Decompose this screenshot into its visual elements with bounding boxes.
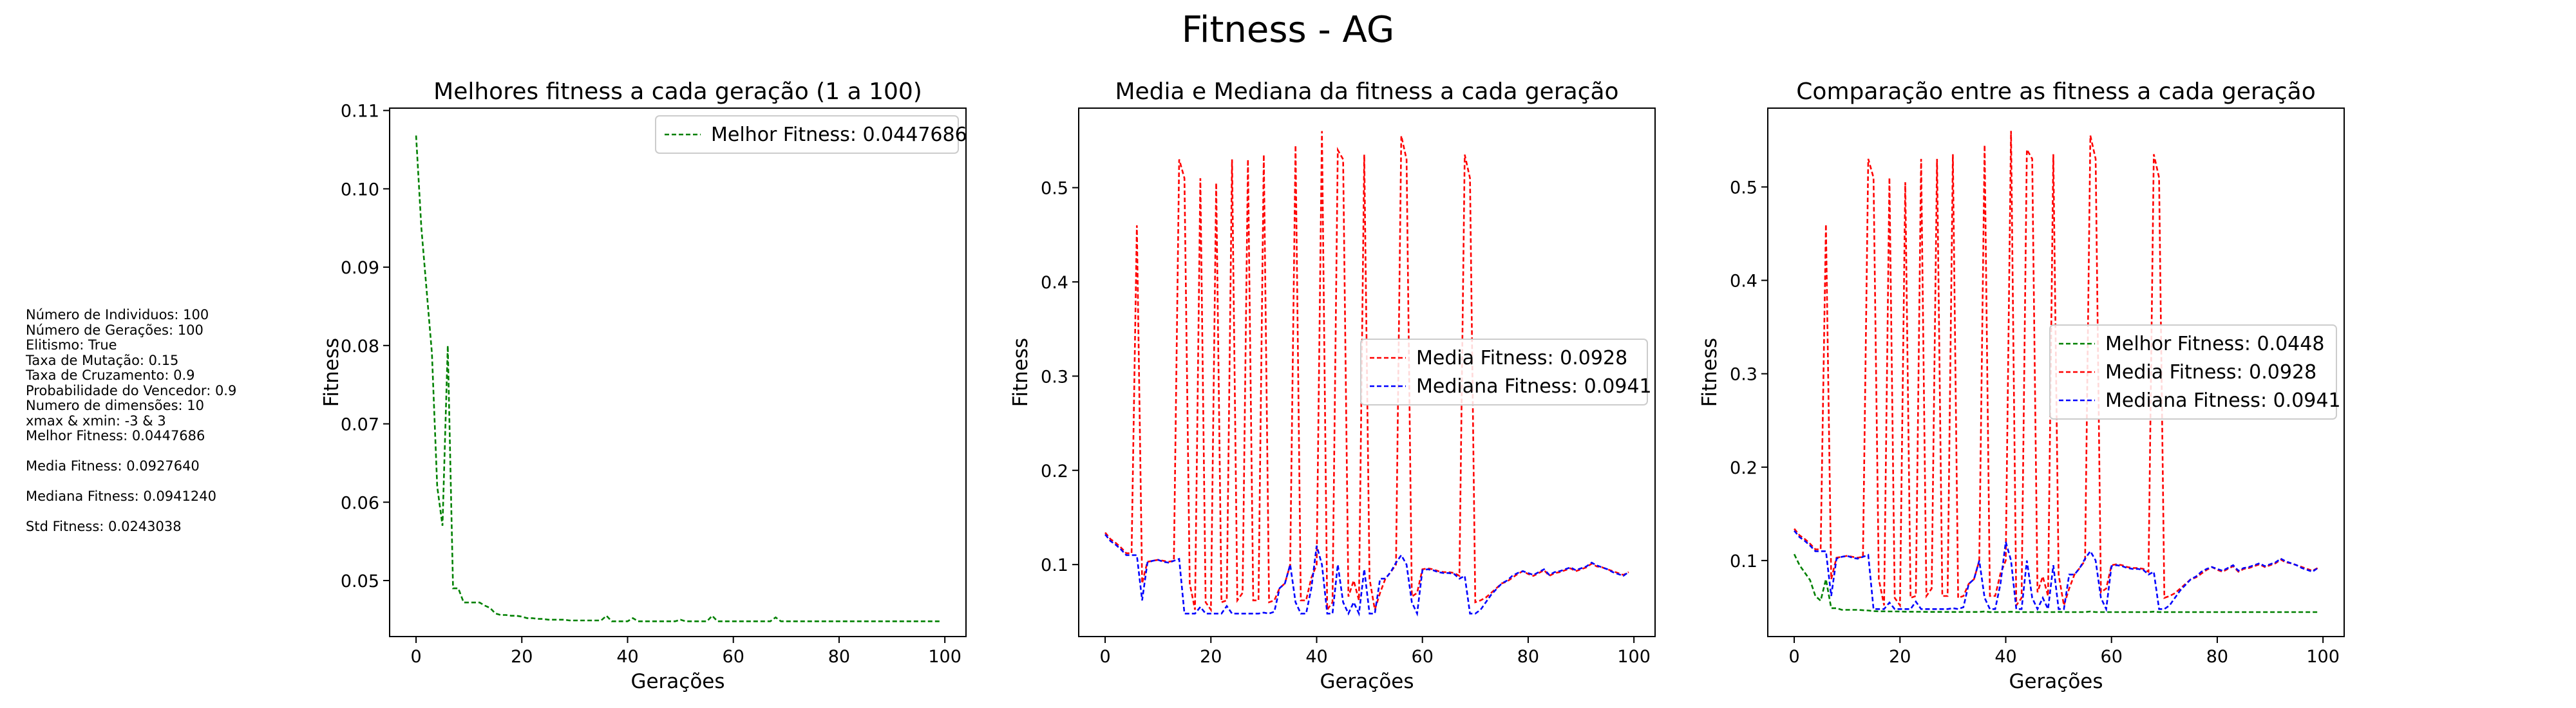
info-line: Taxa de Mutação: 0.15 bbox=[26, 352, 179, 368]
y-axis-label: Fitness bbox=[320, 338, 343, 407]
y-tick-label: 0.08 bbox=[341, 337, 379, 357]
x-tick-label: 0 bbox=[410, 647, 421, 667]
legend-label-mediana: Mediana Fitness: 0.0941 bbox=[1416, 375, 1652, 398]
info-line: Media Fitness: 0.0927640 bbox=[26, 458, 200, 474]
legend-label-melhor: Melhor Fitness: 0.0448 bbox=[2105, 333, 2324, 355]
x-axis-label: Gerações bbox=[2009, 670, 2103, 693]
x-tick-label: 100 bbox=[2306, 647, 2340, 667]
y-tick-label: 0.07 bbox=[341, 415, 379, 435]
info-line: Std Fitness: 0.0243038 bbox=[26, 519, 182, 534]
y-tick-label: 0.11 bbox=[341, 102, 379, 122]
y-tick-label: 0.10 bbox=[341, 180, 379, 200]
info-line: Número de Individuos: 100 bbox=[26, 307, 209, 322]
legend-box bbox=[655, 115, 959, 154]
legend: Melhor Fitness: 0.0447686 bbox=[655, 115, 967, 154]
info-line: Mediana Fitness: 0.0941240 bbox=[26, 489, 216, 504]
info-line: Taxa de Cruzamento: 0.9 bbox=[26, 368, 195, 383]
x-tick-label: 0 bbox=[1788, 647, 1799, 667]
info-line: Numero de dimensões: 10 bbox=[26, 398, 204, 413]
legend-label-melhor: Melhor Fitness: 0.0447686 bbox=[711, 124, 967, 146]
y-tick-label: 0.5 bbox=[1730, 178, 1757, 198]
x-tick-label: 20 bbox=[511, 647, 533, 667]
y-tick-label: 0.4 bbox=[1041, 273, 1068, 293]
y-tick-label: 0.1 bbox=[1730, 552, 1757, 572]
series-line-melhor bbox=[415, 135, 940, 622]
info-line: Elitismo: True bbox=[26, 337, 117, 353]
x-tick-label: 20 bbox=[1889, 647, 1911, 667]
x-axis-label: Gerações bbox=[630, 670, 724, 693]
info-line: Melhor Fitness: 0.0447686 bbox=[26, 428, 205, 443]
x-tick-label: 60 bbox=[723, 647, 744, 667]
axes-frame bbox=[1767, 107, 2345, 637]
x-tick-label: 60 bbox=[1412, 647, 1434, 667]
x-tick-label: 60 bbox=[2101, 647, 2123, 667]
x-tick-label: 100 bbox=[928, 647, 961, 667]
chart-title: Comparação entre as fitness a cada geraç… bbox=[1796, 79, 2315, 105]
x-axis-label: Gerações bbox=[1320, 670, 1414, 693]
legend: Melhor Fitness: 0.0448 Media Fitness: 0.0… bbox=[2049, 324, 2341, 420]
x-tick-label: 0 bbox=[1099, 647, 1110, 667]
y-axis-label: Fitness bbox=[1698, 338, 1721, 407]
chart-title: Media e Mediana da fitness a cada geraçã… bbox=[1115, 79, 1618, 105]
y-tick-label: 0.06 bbox=[341, 493, 379, 513]
x-tick-label: 20 bbox=[1200, 647, 1222, 667]
y-tick-label: 0.2 bbox=[1730, 458, 1757, 478]
chart-media-mediana: 0 20 40 60 80 100 0.1 0.2 0.3 0.4 0.5 Media e Media… bbox=[1009, 79, 1656, 693]
x-tick-label: 40 bbox=[1305, 647, 1327, 667]
axes-frame bbox=[1078, 107, 1656, 637]
legend-box bbox=[2049, 324, 2337, 420]
y-tick-label: 0.5 bbox=[1041, 179, 1068, 199]
series-line-mediana bbox=[1104, 534, 1629, 617]
info-line: Probabilidade do Vencedor: 0.9 bbox=[26, 382, 237, 398]
y-tick-label: 0.3 bbox=[1730, 365, 1757, 385]
y-tick-label: 0.05 bbox=[341, 572, 379, 592]
legend-label-media: Media Fitness: 0.0928 bbox=[2105, 361, 2316, 384]
x-tick-label: 80 bbox=[828, 647, 850, 667]
info-line: xmax & xmin: -3 & 3 bbox=[26, 413, 166, 429]
axes-frame bbox=[389, 107, 967, 637]
chart-melhores-fitness: 0 20 40 60 80 100 0.05 0.06 0.07 0.08 0.09 0.10 0.11… bbox=[320, 79, 967, 693]
series-line-media bbox=[1794, 131, 2318, 608]
figure-title: Fitness - AG bbox=[1181, 9, 1395, 51]
x-tick-label: 100 bbox=[1617, 647, 1651, 667]
y-tick-label: 0.2 bbox=[1041, 461, 1068, 481]
x-tick-label: 40 bbox=[1994, 647, 2016, 667]
x-tick-label: 80 bbox=[2206, 647, 2228, 667]
x-tick-label: 80 bbox=[1517, 647, 1539, 667]
legend-label-mediana: Mediana Fitness: 0.0941 bbox=[2105, 389, 2341, 412]
y-tick-label: 0.09 bbox=[341, 258, 379, 278]
chart-comparacao: 0 20 40 60 80 100 0.1 0.2 0.3 0.4 0.5 Comparação en… bbox=[1698, 79, 2345, 693]
y-tick-label: 0.4 bbox=[1730, 272, 1757, 292]
y-tick-label: 0.3 bbox=[1041, 367, 1068, 387]
legend-box bbox=[1360, 339, 1648, 405]
series-line-melhor bbox=[1793, 554, 2318, 613]
series-line-mediana bbox=[1794, 530, 2318, 612]
legend-label-media: Media Fitness: 0.0928 bbox=[1416, 347, 1627, 369]
y-tick-label: 0.1 bbox=[1041, 555, 1068, 575]
chart-title: Melhores fitness a cada geração (1 a 100… bbox=[433, 79, 922, 105]
legend: Media Fitness: 0.0928 Mediana Fitness: 0.… bbox=[1360, 339, 1652, 405]
x-tick-label: 40 bbox=[616, 647, 638, 667]
info-panel: Número de Individuos: 100 Número de Geraç… bbox=[26, 307, 237, 535]
y-axis-label: Fitness bbox=[1009, 338, 1032, 407]
info-line: Número de Gerações: 100 bbox=[26, 322, 204, 338]
